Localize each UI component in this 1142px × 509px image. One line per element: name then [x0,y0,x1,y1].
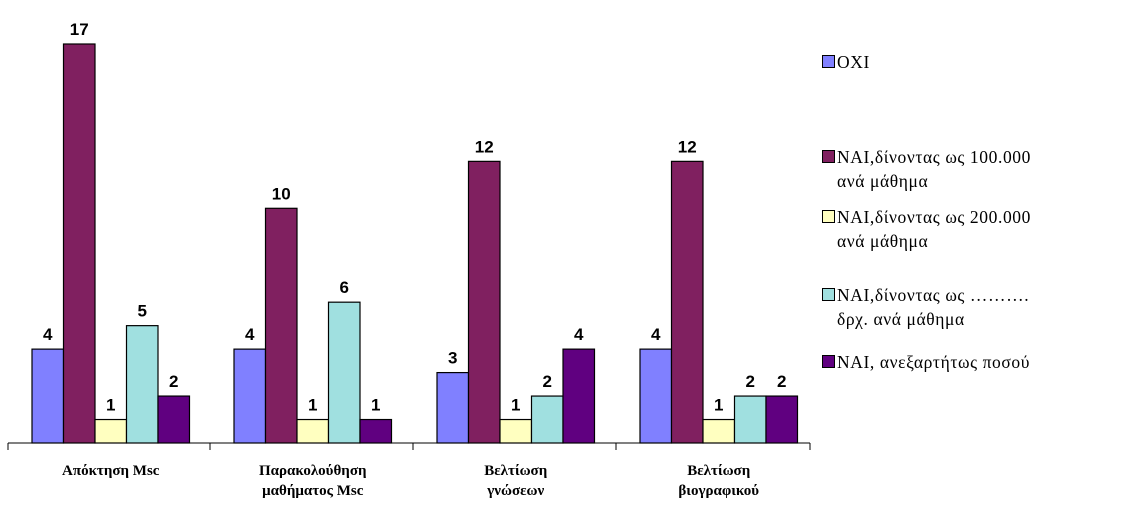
legend-swatch [822,355,835,368]
x-axis [7,442,811,450]
legend-label: ΝΑΙ,δίνοντας ως ………. δρχ. ανά μάθημα [837,285,1030,329]
data-label: 1 [106,396,115,415]
legend-swatch [822,210,835,223]
category-labels: Απόκτηση Msc Παρακολούθηση μαθήματος Msc Βε… [62,463,759,499]
data-label: 12 [475,137,494,156]
category-label: Απόκτηση Msc [62,463,160,479]
data-label: 1 [371,396,380,415]
bar-1-series-5 [157,395,191,444]
legend-item: ΝΑΙ,δίνοντας ως ………. δρχ. ανά μάθημα [822,283,1029,331]
data-label: 4 [574,325,584,344]
bar-2-series-4 [327,301,361,444]
bar-1-series-3 [94,418,128,444]
data-label: 2 [169,372,178,391]
bar-1-series-2 [62,43,96,444]
bar-3-series-2 [467,160,501,444]
data-label: 17 [70,20,89,39]
data-label: 1 [714,396,723,415]
bar-2-series-5 [359,418,393,444]
data-label: 2 [746,372,755,391]
data-label: 5 [138,302,147,321]
data-label: 1 [511,396,520,415]
data-label: 4 [651,325,661,344]
bar-2-series-3 [296,418,330,444]
data-label: 10 [272,184,291,203]
category-label: Παρακολούθηση μαθήματος Msc [259,463,367,499]
bar-4-series-3 [702,418,736,444]
bar-3-series-1 [436,371,470,444]
bar-4-series-4 [733,395,767,444]
bar-4-series-1 [639,348,673,444]
bar-4-series-2 [670,160,704,444]
legend-item: ΝΑΙ,δίνοντας ως 200.000 ανά μάθημα [822,205,1031,253]
data-label: 1 [308,396,317,415]
bar-3-series-5 [562,348,596,444]
data-label: 2 [777,372,786,391]
bar-1-series-1 [31,348,65,444]
legend-item: ΟΧΙ [822,50,870,74]
legend-label: ΝΑΙ, ανεξαρτήτως ποσού [837,352,1031,372]
legend-label: ΝΑΙ,δίνοντας ως 200.000 ανά μάθημα [837,207,1032,251]
legend-item: ΝΑΙ,δίνοντας ως 100.000 ανά μάθημα [822,145,1031,193]
legend-label: ΟΧΙ [837,52,870,72]
legend-swatch [822,288,835,301]
data-label: 4 [245,325,255,344]
legend-item: ΝΑΙ, ανεξαρτήτως ποσού [822,350,1030,374]
bar-1-series-4 [125,325,159,444]
bar-4-series-5 [765,395,799,444]
bar-3-series-4 [530,395,564,444]
data-label: 6 [340,278,349,297]
legend-swatch [822,55,835,68]
category-label: Βελτίωση βιογραφικού [678,463,759,499]
data-label: 12 [678,137,697,156]
legend-swatch [822,150,835,163]
data-label: 2 [543,372,552,391]
bar-2-series-1 [233,348,267,444]
category-label: Βελτίωση γνώσεων [484,463,547,499]
data-label: 3 [448,349,457,368]
legend-label: ΝΑΙ,δίνοντας ως 100.000 ανά μάθημα [837,147,1032,191]
bar-3-series-3 [499,418,533,444]
data-label: 4 [43,325,53,344]
bar-2-series-2 [264,207,298,444]
